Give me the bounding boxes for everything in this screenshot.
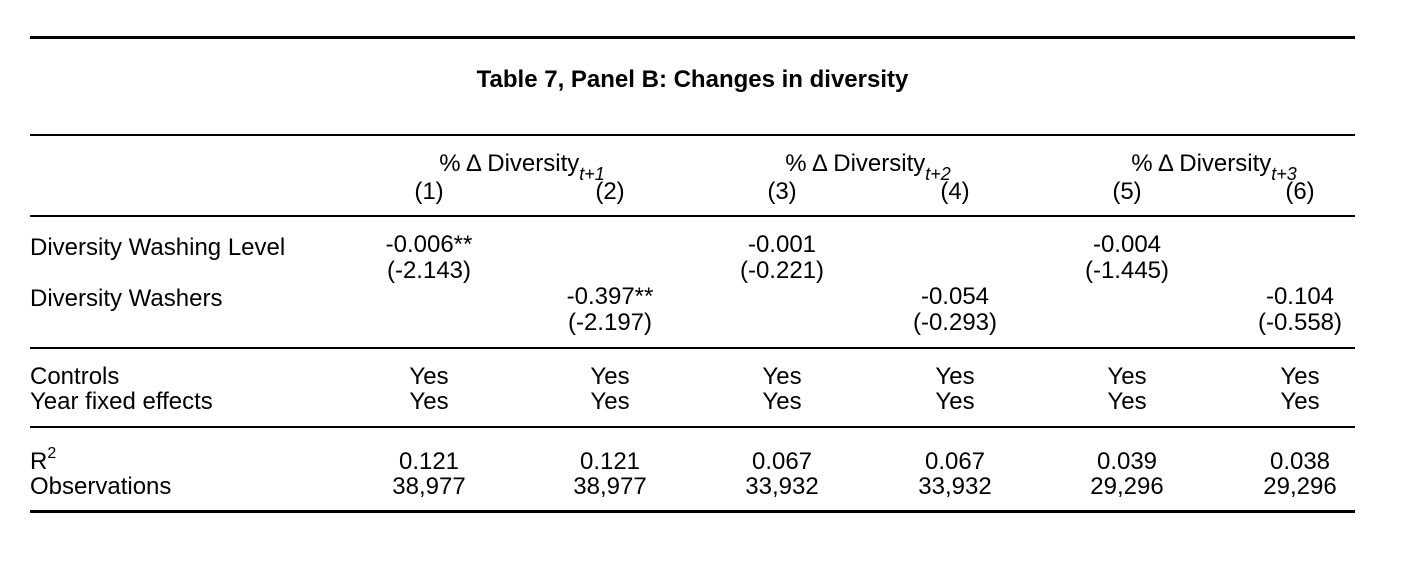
controls-cell: Yes: [1107, 363, 1147, 390]
coef-cell: -0.054: [920, 283, 990, 310]
row-label-r-squared: R2: [30, 445, 57, 475]
r-squared-cell: 0.067: [751, 448, 813, 475]
column-number: (2): [595, 178, 625, 205]
row-label-washing-level: Diversity Washing Level: [30, 234, 286, 261]
controls-cell: Yes: [762, 363, 802, 390]
coef-cell: -0.001: [747, 231, 817, 258]
coef-cell: -0.004: [1092, 231, 1162, 258]
observations-cell: 38,977: [392, 473, 466, 500]
column-number: (3): [767, 178, 797, 205]
observations-cell: 33,932: [918, 473, 992, 500]
controls-cell: Yes: [935, 363, 975, 390]
header-rule: [30, 134, 1355, 136]
group-header-t1: % Δ Diversityt+1: [439, 150, 605, 184]
r-squared-cell: 0.038: [1269, 448, 1331, 475]
tstat-cell: (-0.221): [739, 257, 825, 284]
stats-rule: [30, 426, 1355, 428]
year-fe-cell: Yes: [1107, 388, 1147, 415]
year-fe-cell: Yes: [762, 388, 802, 415]
r-squared-cell: 0.121: [398, 448, 460, 475]
controls-cell: Yes: [409, 363, 449, 390]
controls-cell: Yes: [590, 363, 630, 390]
observations-cell: 33,932: [745, 473, 819, 500]
column-number: (5): [1112, 178, 1142, 205]
tstat-cell: (-0.293): [912, 309, 998, 336]
controls-cell: Yes: [1280, 363, 1320, 390]
year-fe-cell: Yes: [590, 388, 630, 415]
row-label-washers: Diversity Washers: [30, 285, 223, 312]
group-header-t2: % Δ Diversityt+2: [785, 150, 951, 184]
column-number: (4): [940, 178, 970, 205]
coef-cell: -0.397**: [566, 283, 654, 310]
column-number: (1): [414, 178, 444, 205]
coef-cell: -0.006**: [385, 231, 473, 258]
observations-cell: 29,296: [1090, 473, 1164, 500]
column-number: (6): [1285, 178, 1315, 205]
column-rule: [30, 215, 1355, 217]
tstat-cell: (-1.445): [1084, 257, 1170, 284]
year-fe-cell: Yes: [1280, 388, 1320, 415]
controls-rule: [30, 347, 1355, 349]
row-label-controls: Controls: [30, 363, 120, 390]
observations-cell: 38,977: [573, 473, 647, 500]
year-fe-cell: Yes: [409, 388, 449, 415]
tstat-cell: (-2.143): [386, 257, 472, 284]
row-label-year-fe: Year fixed effects: [30, 388, 213, 415]
bottom-rule: [30, 510, 1355, 513]
year-fe-cell: Yes: [935, 388, 975, 415]
group-header-t3: % Δ Diversityt+3: [1131, 150, 1297, 184]
r-squared-cell: 0.121: [579, 448, 641, 475]
tstat-cell: (-2.197): [567, 309, 653, 336]
tstat-cell: (-0.558): [1257, 309, 1343, 336]
r-squared-cell: 0.067: [924, 448, 986, 475]
row-label-observations: Observations: [30, 473, 172, 500]
table-title: Table 7, Panel B: Changes in diversity: [476, 66, 909, 93]
coef-cell: -0.104: [1265, 283, 1335, 310]
r-squared-cell: 0.039: [1096, 448, 1158, 475]
top-rule: [30, 36, 1355, 39]
observations-cell: 29,296: [1263, 473, 1337, 500]
